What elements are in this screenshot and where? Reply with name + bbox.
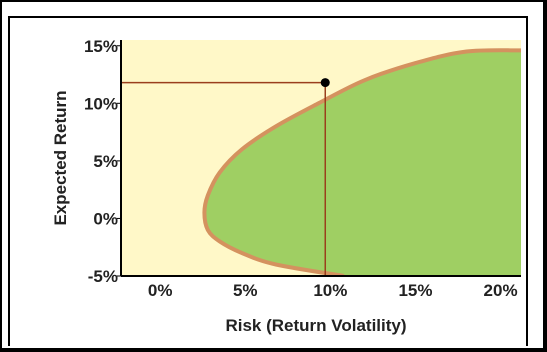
x-tick-label: 10% — [313, 281, 347, 300]
selected-point — [320, 78, 330, 88]
y-tick-label: -5% — [88, 267, 118, 286]
inner-frame — [8, 16, 528, 346]
frontier-area — [204, 50, 521, 276]
y-tick-label: 5% — [93, 152, 118, 171]
x-tick-label: 0% — [148, 281, 173, 300]
x-tick-label: 20% — [484, 281, 518, 300]
y-tick-label: 0% — [93, 209, 118, 228]
y-axis-title: Expected Return — [51, 90, 70, 225]
frontier-curve — [202, 48, 521, 276]
x-tick-label: 5% — [233, 281, 258, 300]
y-tick-label: 15% — [84, 37, 118, 56]
x-axis-title: Risk (Return Volatility) — [225, 316, 406, 335]
x-tick-label: 15% — [398, 281, 432, 300]
y-tick-label: 10% — [84, 94, 118, 113]
